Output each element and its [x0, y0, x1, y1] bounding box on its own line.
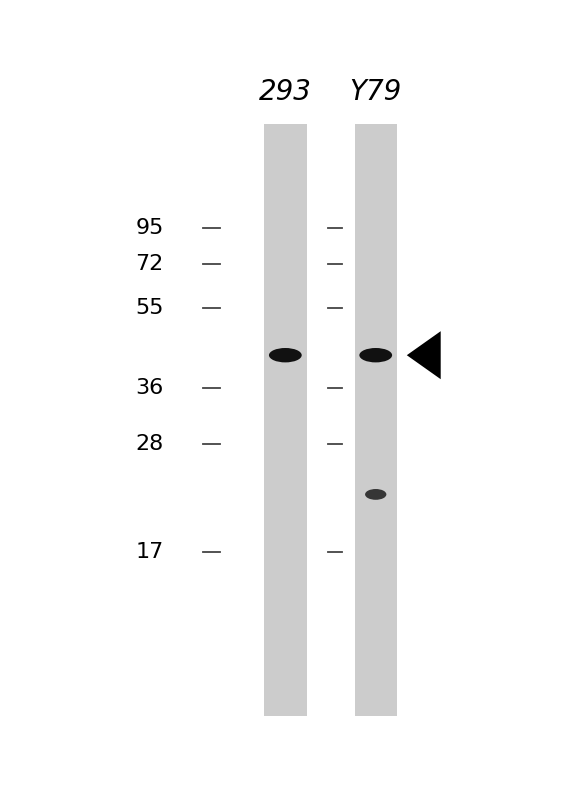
- Text: 28: 28: [136, 434, 164, 454]
- Bar: [355, 124, 397, 716]
- Text: 72: 72: [136, 254, 164, 274]
- Ellipse shape: [359, 348, 392, 362]
- Ellipse shape: [269, 348, 302, 362]
- Bar: [264, 124, 306, 716]
- Text: 17: 17: [136, 542, 164, 562]
- Polygon shape: [407, 331, 441, 379]
- Text: Y79: Y79: [350, 78, 402, 106]
- Text: 95: 95: [135, 218, 164, 238]
- Text: 36: 36: [136, 378, 164, 398]
- Text: 293: 293: [259, 78, 312, 106]
- Text: 55: 55: [135, 298, 164, 318]
- Ellipse shape: [365, 489, 386, 500]
